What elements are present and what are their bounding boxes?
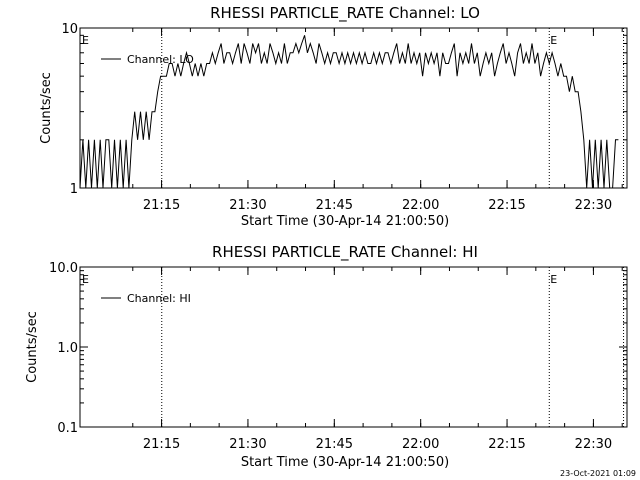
y-tick-label: 10 [61, 22, 78, 37]
y-tick-label: 0.1 [57, 421, 78, 436]
x-tick-label: 21:15 [143, 437, 180, 452]
x-tick-label: 21:45 [316, 198, 353, 213]
series-line [79, 35, 619, 189]
panel-lo-y-axis-label: Counts/sec [39, 72, 54, 144]
x-tick-label: 21:15 [143, 198, 180, 213]
panel-lo-series [79, 35, 619, 189]
panel-hi-legend: Channel: HI [101, 292, 191, 305]
event-marker-label: E [82, 34, 89, 47]
y-tick-label: 1.0 [57, 341, 78, 356]
panel-lo-plot-frame [79, 27, 628, 189]
x-tick-label: 22:15 [488, 198, 525, 213]
panel-hi: RHESSI PARTICLE_RATE Channel: HI 10.0 1.0… [25, 243, 628, 470]
panel-lo: RHESSI PARTICLE_RATE Channel: LO 10 1 21:… [39, 4, 628, 229]
x-tick-label: 21:45 [316, 437, 353, 452]
event-marker-label: E [82, 273, 89, 286]
event-marker-label: E [550, 34, 557, 47]
x-tick-label: 22:30 [575, 437, 612, 452]
panel-hi-x-axis-label: Start Time (30-Apr-14 21:00:50) [241, 455, 449, 470]
panel-lo-y-ticks: 10 1 [61, 22, 627, 197]
panel-hi-y-ticks: 10.0 1.0 0.1 [49, 261, 627, 436]
x-tick-label: 22:15 [488, 437, 525, 452]
x-tick-label: 22:00 [402, 198, 439, 213]
timestamp-label: 23-Oct-2021 01:09 [560, 469, 636, 478]
x-tick-label: 21:30 [229, 437, 266, 452]
panel-hi-x-ticks: 21:15 21:30 21:45 22:00 22:15 22:30 [132, 267, 623, 452]
event-marker-label: E [550, 273, 557, 286]
y-tick-label: 1 [70, 182, 78, 197]
x-tick-label: 22:00 [402, 437, 439, 452]
panel-lo-legend: Channel: LO [101, 53, 194, 66]
panel-hi-legend-label: Channel: HI [127, 292, 191, 305]
panel-lo-x-axis-label: Start Time (30-Apr-14 21:00:50) [241, 214, 449, 229]
y-tick-label: 10.0 [49, 261, 78, 276]
panel-lo-title: RHESSI PARTICLE_RATE Channel: LO [210, 4, 480, 23]
x-tick-label: 21:30 [229, 198, 266, 213]
panel-lo-legend-label: Channel: LO [127, 53, 194, 66]
panel-hi-y-axis-label: Counts/sec [25, 311, 40, 383]
x-tick-label: 22:30 [575, 198, 612, 213]
panel-hi-title: RHESSI PARTICLE_RATE Channel: HI [212, 243, 478, 262]
